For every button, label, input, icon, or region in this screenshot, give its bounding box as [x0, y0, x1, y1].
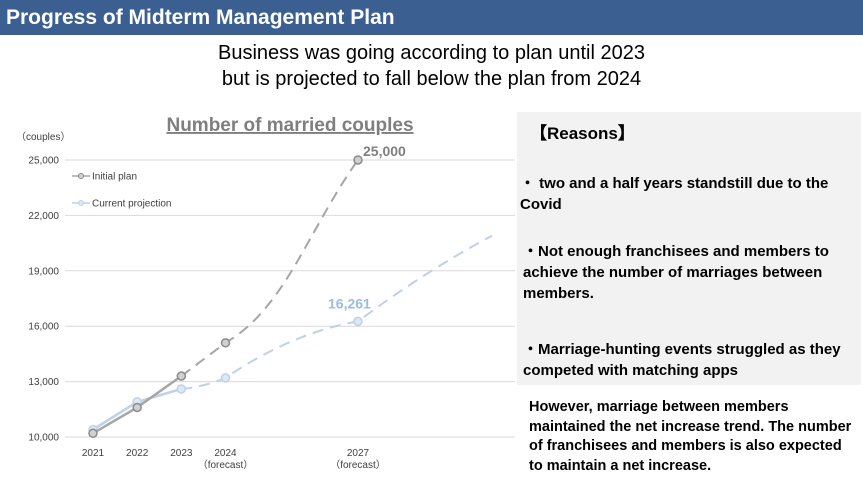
y-tick-label: 25,000 [28, 156, 59, 167]
slide-subtitle: Business was going according to plan unt… [0, 40, 863, 92]
x-tick-label: 2024 [214, 448, 237, 459]
conclusion-text: However, marriage between members mainta… [529, 399, 852, 474]
series-line-trend [181, 234, 493, 390]
legend: Initial plan Current projection [72, 172, 171, 210]
x-tick-label: 2021 [82, 448, 105, 459]
gridlines [65, 159, 515, 438]
legend-label: Initial plan [92, 172, 137, 183]
x-tick-labels: 2021 2022 2023 2024（forecast）2027（forecast） [82, 448, 386, 471]
married-couples-chart: Number of married couples （couples） 10,0… [16, 115, 515, 471]
series-initial-plan: 25,000 [88, 143, 406, 439]
data-label: 16,261 [328, 295, 371, 311]
y-axis-unit-label: （couples） [16, 131, 70, 143]
subtitle-line-2: but is projected to fall below the plan … [221, 68, 642, 90]
y-tick-label: 22,000 [28, 211, 59, 222]
x-tick-sublabel: （forecast） [330, 459, 386, 471]
reasons-title: 【Reasons】 [530, 124, 635, 143]
legend-marker [78, 200, 84, 206]
data-point [353, 316, 363, 327]
data-point [353, 155, 363, 165]
chart-title: Number of married couples [166, 115, 413, 136]
slide-title: Progress of Midterm Management Plan [0, 0, 863, 35]
reason-item: ・Not enough franchisees and members to a… [523, 243, 829, 302]
subtitle-line-1: Business was going according to plan unt… [218, 42, 645, 64]
reason-item: ・Marriage-hunting events struggled as th… [523, 341, 841, 379]
data-point [88, 428, 98, 439]
y-tick-label: 19,000 [28, 266, 59, 277]
x-tick-label: 2027 [347, 448, 370, 459]
y-tick-labels: 10,000 13,000 16,000 19,000 22,000 25,000 [28, 156, 59, 444]
y-tick-label: 16,000 [28, 322, 59, 333]
data-label: 25,000 [363, 143, 406, 159]
data-point [220, 338, 231, 348]
y-tick-label: 13,000 [28, 377, 59, 388]
legend-label: Current projection [92, 199, 171, 210]
series: 16,261 25,000 [88, 143, 493, 439]
data-point [176, 371, 187, 381]
reasons-panel [517, 112, 861, 385]
x-tick-sublabel: （forecast） [198, 459, 254, 471]
data-point [132, 402, 142, 413]
legend-marker [78, 173, 84, 179]
y-tick-label: 10,000 [28, 433, 59, 444]
data-point [220, 373, 231, 383]
series-line-trend [180, 159, 359, 377]
data-point [176, 384, 187, 394]
series-current-projection: 16,261 [88, 234, 493, 435]
x-tick-label: 2022 [126, 448, 149, 459]
reason-item: ・ two and a half years standstill due to… [520, 175, 829, 213]
x-tick-label: 2023 [170, 448, 193, 459]
